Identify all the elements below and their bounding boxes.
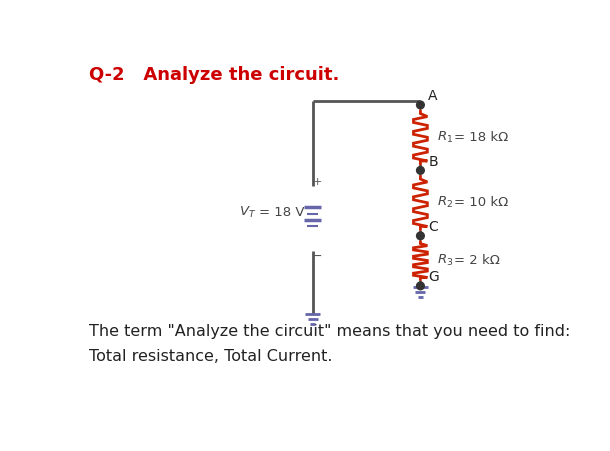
Circle shape: [417, 101, 425, 109]
Text: G: G: [428, 270, 439, 284]
Text: Total resistance, Total Current.: Total resistance, Total Current.: [89, 349, 333, 364]
Text: = 2 kΩ: = 2 kΩ: [454, 254, 500, 267]
Text: = 10 kΩ: = 10 kΩ: [454, 196, 509, 209]
Circle shape: [417, 232, 425, 239]
Text: $R_{1}$: $R_{1}$: [437, 130, 454, 145]
Text: $R_{3}$: $R_{3}$: [437, 253, 454, 268]
Text: Q-2   Analyze the circuit.: Q-2 Analyze the circuit.: [89, 66, 340, 84]
Text: The term "Analyze the circuit" means that you need to find:: The term "Analyze the circuit" means tha…: [89, 324, 571, 340]
Circle shape: [417, 282, 425, 290]
Circle shape: [417, 166, 425, 174]
Text: C: C: [428, 220, 438, 235]
Text: A: A: [428, 89, 437, 103]
Text: B: B: [428, 155, 438, 169]
Text: −: −: [312, 250, 323, 262]
Text: +: +: [312, 177, 322, 187]
Text: $R_{2}$: $R_{2}$: [437, 195, 453, 210]
Text: $V_{T}$: $V_{T}$: [240, 205, 257, 220]
Text: = 18 kΩ: = 18 kΩ: [454, 131, 509, 144]
Text: = 18 V: = 18 V: [259, 206, 305, 219]
